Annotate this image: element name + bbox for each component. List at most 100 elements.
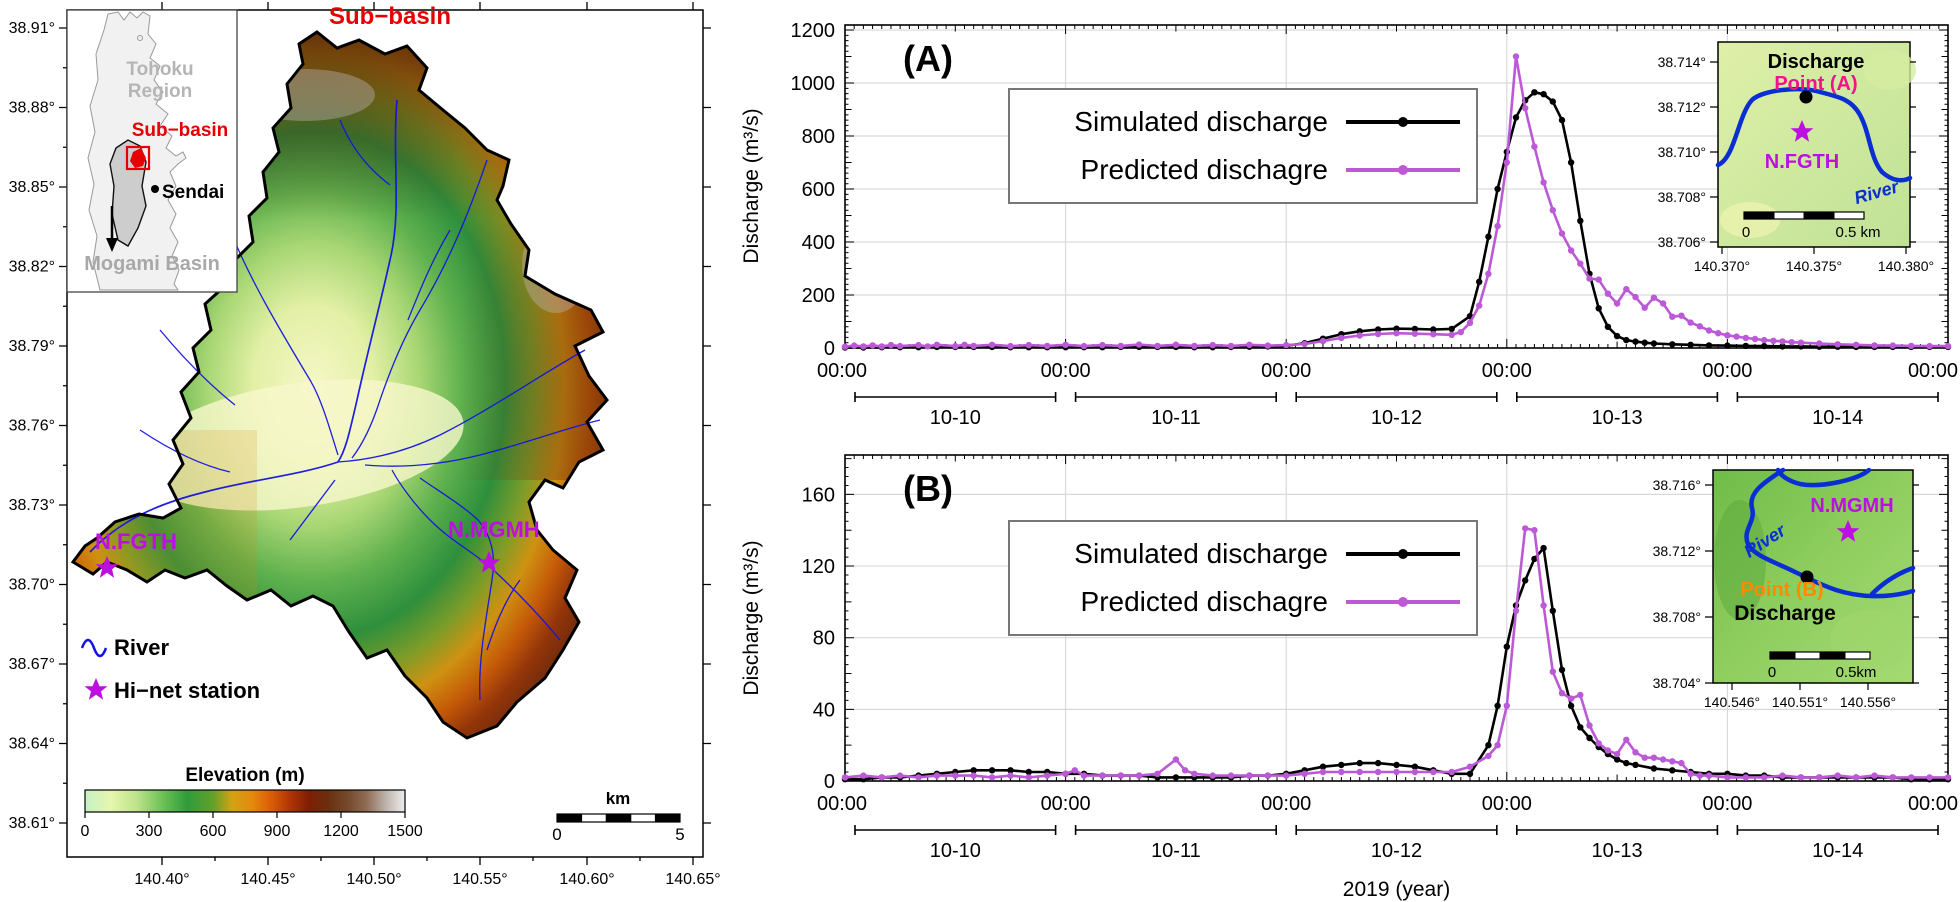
series-point (1411, 768, 1419, 776)
inset-a-discharge-label: Discharge (1768, 51, 1865, 73)
series-point (1751, 335, 1759, 343)
series-point (1797, 774, 1805, 781)
series-point (1549, 607, 1557, 614)
colorbar-tick: 900 (264, 823, 291, 840)
y-ticks-right (1939, 458, 1948, 782)
x-tick-label: 00:00 (1041, 360, 1091, 382)
sendai-dot (151, 185, 159, 193)
series-point (878, 774, 885, 781)
series-point (1430, 768, 1437, 776)
series-point (1871, 342, 1878, 349)
panel-b-label: (B) (903, 468, 953, 509)
series-point (1356, 759, 1363, 767)
series-point (1025, 768, 1033, 776)
series-point (1944, 774, 1952, 781)
series-point (1301, 340, 1308, 348)
series-point (1448, 331, 1455, 338)
series-point (1476, 302, 1483, 309)
svg-text:38.712°: 38.712° (1658, 99, 1706, 115)
inset-b-discharge-label: Discharge (1734, 602, 1836, 625)
series-point (1071, 767, 1079, 774)
series-point (1613, 750, 1621, 758)
series-point (952, 342, 959, 350)
series-point (1604, 290, 1612, 297)
series-point (1632, 761, 1639, 769)
series-point (1494, 185, 1501, 193)
series-point (1374, 759, 1382, 767)
series-point (1209, 772, 1216, 779)
station-label-nfgth: N.FGTH (95, 529, 177, 554)
series-point (869, 342, 876, 349)
series-point (1540, 602, 1547, 609)
series-point (961, 341, 968, 348)
series-point (860, 343, 867, 350)
inset-b-scale-0: 0 (1768, 664, 1776, 681)
date-label: 10-11 (1151, 407, 1201, 429)
series-point (1577, 724, 1584, 731)
series-point (1558, 690, 1566, 697)
y-tick-label: 80 (813, 628, 835, 650)
series-point (1696, 323, 1704, 330)
series-point (1816, 340, 1823, 347)
series-point (1411, 763, 1419, 770)
series-point (1319, 763, 1327, 770)
series-point (1834, 341, 1841, 348)
lon-tick-label: 140.50° (346, 871, 401, 888)
series-point (1283, 772, 1290, 779)
series-point (1227, 342, 1235, 350)
series-point (1356, 768, 1363, 776)
series-point (1852, 341, 1860, 348)
hinet-legend-label: Hi−net station (114, 678, 260, 703)
series-point (1567, 247, 1575, 254)
series-point (1209, 341, 1216, 349)
series-point (1650, 340, 1658, 347)
lat-tick-label: 38.85° (9, 179, 55, 196)
series-point (1761, 342, 1768, 350)
series-point (1393, 761, 1400, 769)
series-point (1641, 304, 1648, 311)
series-point (1393, 768, 1400, 776)
series-point (1797, 339, 1805, 346)
series-point (1466, 763, 1474, 770)
inset-a-ticks (1710, 61, 1916, 254)
series-point (988, 767, 996, 774)
legend-row-predicted: Predicted dischagre (1010, 586, 1476, 618)
svg-text:140.375°: 140.375° (1786, 258, 1842, 274)
series-point (1733, 333, 1740, 340)
series-point (1301, 770, 1308, 777)
series-point (1613, 756, 1621, 763)
series-point (1724, 332, 1731, 339)
series-point (1595, 276, 1602, 283)
y-tick-label: 0 (824, 771, 835, 793)
svg-text:38.706°: 38.706° (1658, 234, 1706, 250)
series-point (1586, 275, 1593, 282)
series-point (1512, 53, 1520, 60)
panel-a-legend: Simulated discharge Predicted dischagre (1008, 88, 1478, 204)
legend-label-predicted: Predicted dischagre (1080, 154, 1328, 185)
lon-tick-label: 140.55° (452, 871, 507, 888)
series-point (1659, 300, 1667, 307)
series-point (970, 772, 977, 779)
series-point (1595, 305, 1602, 312)
lat-tick-label: 38.67° (9, 656, 55, 673)
svg-text:140.551°: 140.551° (1772, 694, 1828, 710)
series-point (1908, 342, 1915, 350)
series-point (1080, 772, 1088, 779)
series-point (1705, 342, 1713, 349)
inset-a-scale-0: 0 (1742, 224, 1750, 241)
series-point (841, 343, 849, 350)
mogami-basin-label: Mogami Basin (84, 253, 220, 275)
x-tick-label: 00:00 (1261, 793, 1311, 815)
x-tick-label: 00:00 (817, 793, 867, 815)
series-point (1264, 772, 1272, 779)
lat-tick-label: 38.76° (9, 418, 55, 435)
x-tick-label: 00:00 (1261, 360, 1311, 382)
scalebar-unit: km (606, 789, 631, 808)
panel-b-legend: Simulated discharge Predicted dischagre (1008, 520, 1478, 636)
series-point (1393, 325, 1400, 332)
x-tick-label: 00:00 (1908, 360, 1958, 382)
series-point (1586, 734, 1593, 742)
series-point (1503, 702, 1511, 709)
y-ticks-left (845, 29, 854, 349)
series-point (1687, 770, 1694, 777)
